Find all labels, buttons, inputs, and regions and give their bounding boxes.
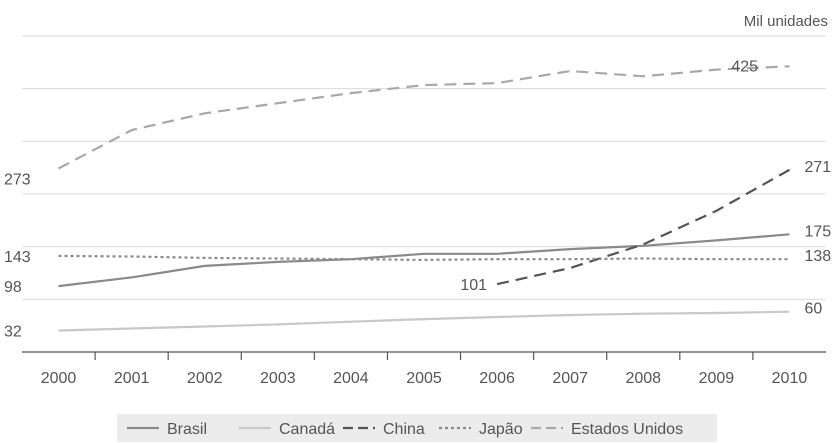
- x-tick-label: 2003: [260, 370, 296, 387]
- x-tick-label: 2000: [41, 370, 77, 387]
- data-label: 101: [460, 277, 487, 294]
- x-axis: 2000 2001 2002 2003 2004 2005 2006 2007 2008 2009…: [22, 351, 826, 387]
- data-label: 32: [4, 323, 22, 340]
- data-label: 175: [804, 223, 831, 240]
- data-label: 143: [4, 249, 31, 266]
- unit-label: Mil unidades: [744, 13, 828, 30]
- legend-label: Brasil: [167, 421, 207, 438]
- legend-box: [117, 414, 717, 442]
- x-tick-label: 2007: [552, 370, 588, 387]
- x-tick-label: 2006: [479, 370, 515, 387]
- series-line-4: [58, 254, 790, 262]
- data-label: 271: [804, 159, 831, 176]
- x-tick-label: 2004: [333, 370, 369, 387]
- data-label: 273: [4, 171, 31, 188]
- legend-label: Japão: [479, 421, 523, 438]
- grid-lines: [22, 35, 826, 300]
- data-labels: 98 175 32 60 101 271 143 138 273 425: [4, 59, 831, 341]
- series-lines: [57, 65, 791, 332]
- x-tick-label: 2010: [772, 370, 808, 387]
- series-line-1: [58, 233, 790, 288]
- series-line-2: [58, 310, 790, 332]
- data-label: 98: [4, 279, 22, 296]
- x-tick-label: 2005: [406, 370, 442, 387]
- legend-label: Canadá: [279, 421, 335, 438]
- legend-label: China: [383, 421, 425, 438]
- data-label: 138: [804, 248, 831, 265]
- x-tick-label: 2001: [114, 370, 150, 387]
- series-line-3: [496, 168, 791, 286]
- x-tick-label: 2009: [699, 370, 735, 387]
- data-label: 425: [731, 59, 758, 76]
- x-tick-label: 2008: [625, 370, 661, 387]
- series-line-5: [57, 65, 790, 170]
- data-label: 60: [804, 301, 822, 318]
- legend-label: Estados Unidos: [571, 421, 683, 438]
- legend: Brasil Canadá China Japão Estados Unidos: [117, 414, 717, 442]
- x-tick-label: 2002: [187, 370, 223, 387]
